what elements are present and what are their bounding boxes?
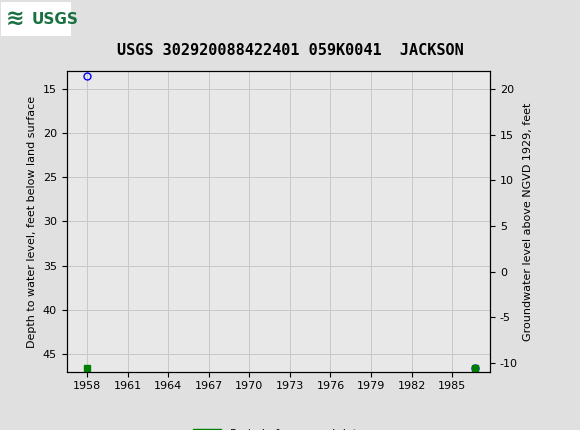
Y-axis label: Depth to water level, feet below land surface: Depth to water level, feet below land su… xyxy=(27,95,37,347)
Y-axis label: Groundwater level above NGVD 1929, feet: Groundwater level above NGVD 1929, feet xyxy=(523,102,534,341)
Bar xyxy=(1,2,71,36)
Legend: Period of approved data: Period of approved data xyxy=(188,424,368,430)
Text: ≋: ≋ xyxy=(6,9,24,29)
Text: USGS: USGS xyxy=(32,12,79,27)
Text: USGS 302920088422401 059K0041  JACKSON: USGS 302920088422401 059K0041 JACKSON xyxy=(117,43,463,58)
